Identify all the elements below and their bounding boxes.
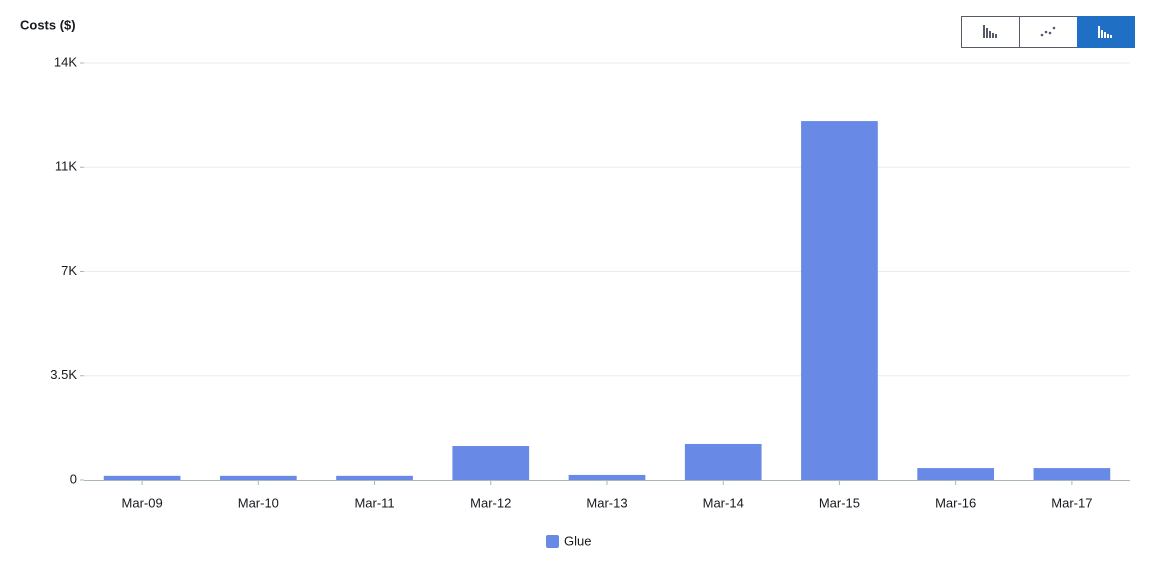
- bar: [103, 475, 181, 480]
- x-tick-label: Mar-16: [935, 495, 976, 510]
- bar: [684, 443, 762, 480]
- line-icon: [1040, 26, 1056, 37]
- y-tick-label: 11K: [55, 159, 77, 174]
- y-tick-label: 3.5K: [50, 367, 77, 382]
- x-tick-label: Mar-12: [470, 495, 511, 510]
- stacked-chart-button[interactable]: [1077, 16, 1135, 48]
- chart-type-toggle: [961, 16, 1135, 48]
- y-tick-label: 0: [70, 471, 77, 486]
- legend-label: Glue: [564, 533, 591, 548]
- bar: [452, 446, 530, 480]
- x-tick-label: Mar-09: [122, 495, 163, 510]
- legend-swatch: [546, 535, 559, 548]
- x-tick-label: Mar-15: [819, 495, 860, 510]
- bar: [568, 474, 646, 480]
- x-tick-label: Mar-11: [354, 495, 394, 510]
- x-tick-label: Mar-14: [703, 495, 744, 510]
- x-tick-label: Mar-13: [586, 495, 627, 510]
- bar: [336, 475, 413, 480]
- y-tick-label: 7K: [61, 263, 77, 278]
- line-chart-button[interactable]: [1019, 16, 1078, 48]
- bar-icon: [983, 25, 997, 38]
- bar: [801, 121, 878, 480]
- stacked-icon: [1098, 26, 1112, 38]
- bar: [219, 475, 297, 480]
- x-tick-label: Mar-17: [1051, 495, 1092, 510]
- bar: [917, 468, 995, 480]
- x-tick-label: Mar-10: [238, 495, 279, 510]
- y-axis-title: Costs ($): [20, 17, 76, 32]
- y-tick-label: 14K: [54, 54, 77, 69]
- bar: [1033, 468, 1111, 480]
